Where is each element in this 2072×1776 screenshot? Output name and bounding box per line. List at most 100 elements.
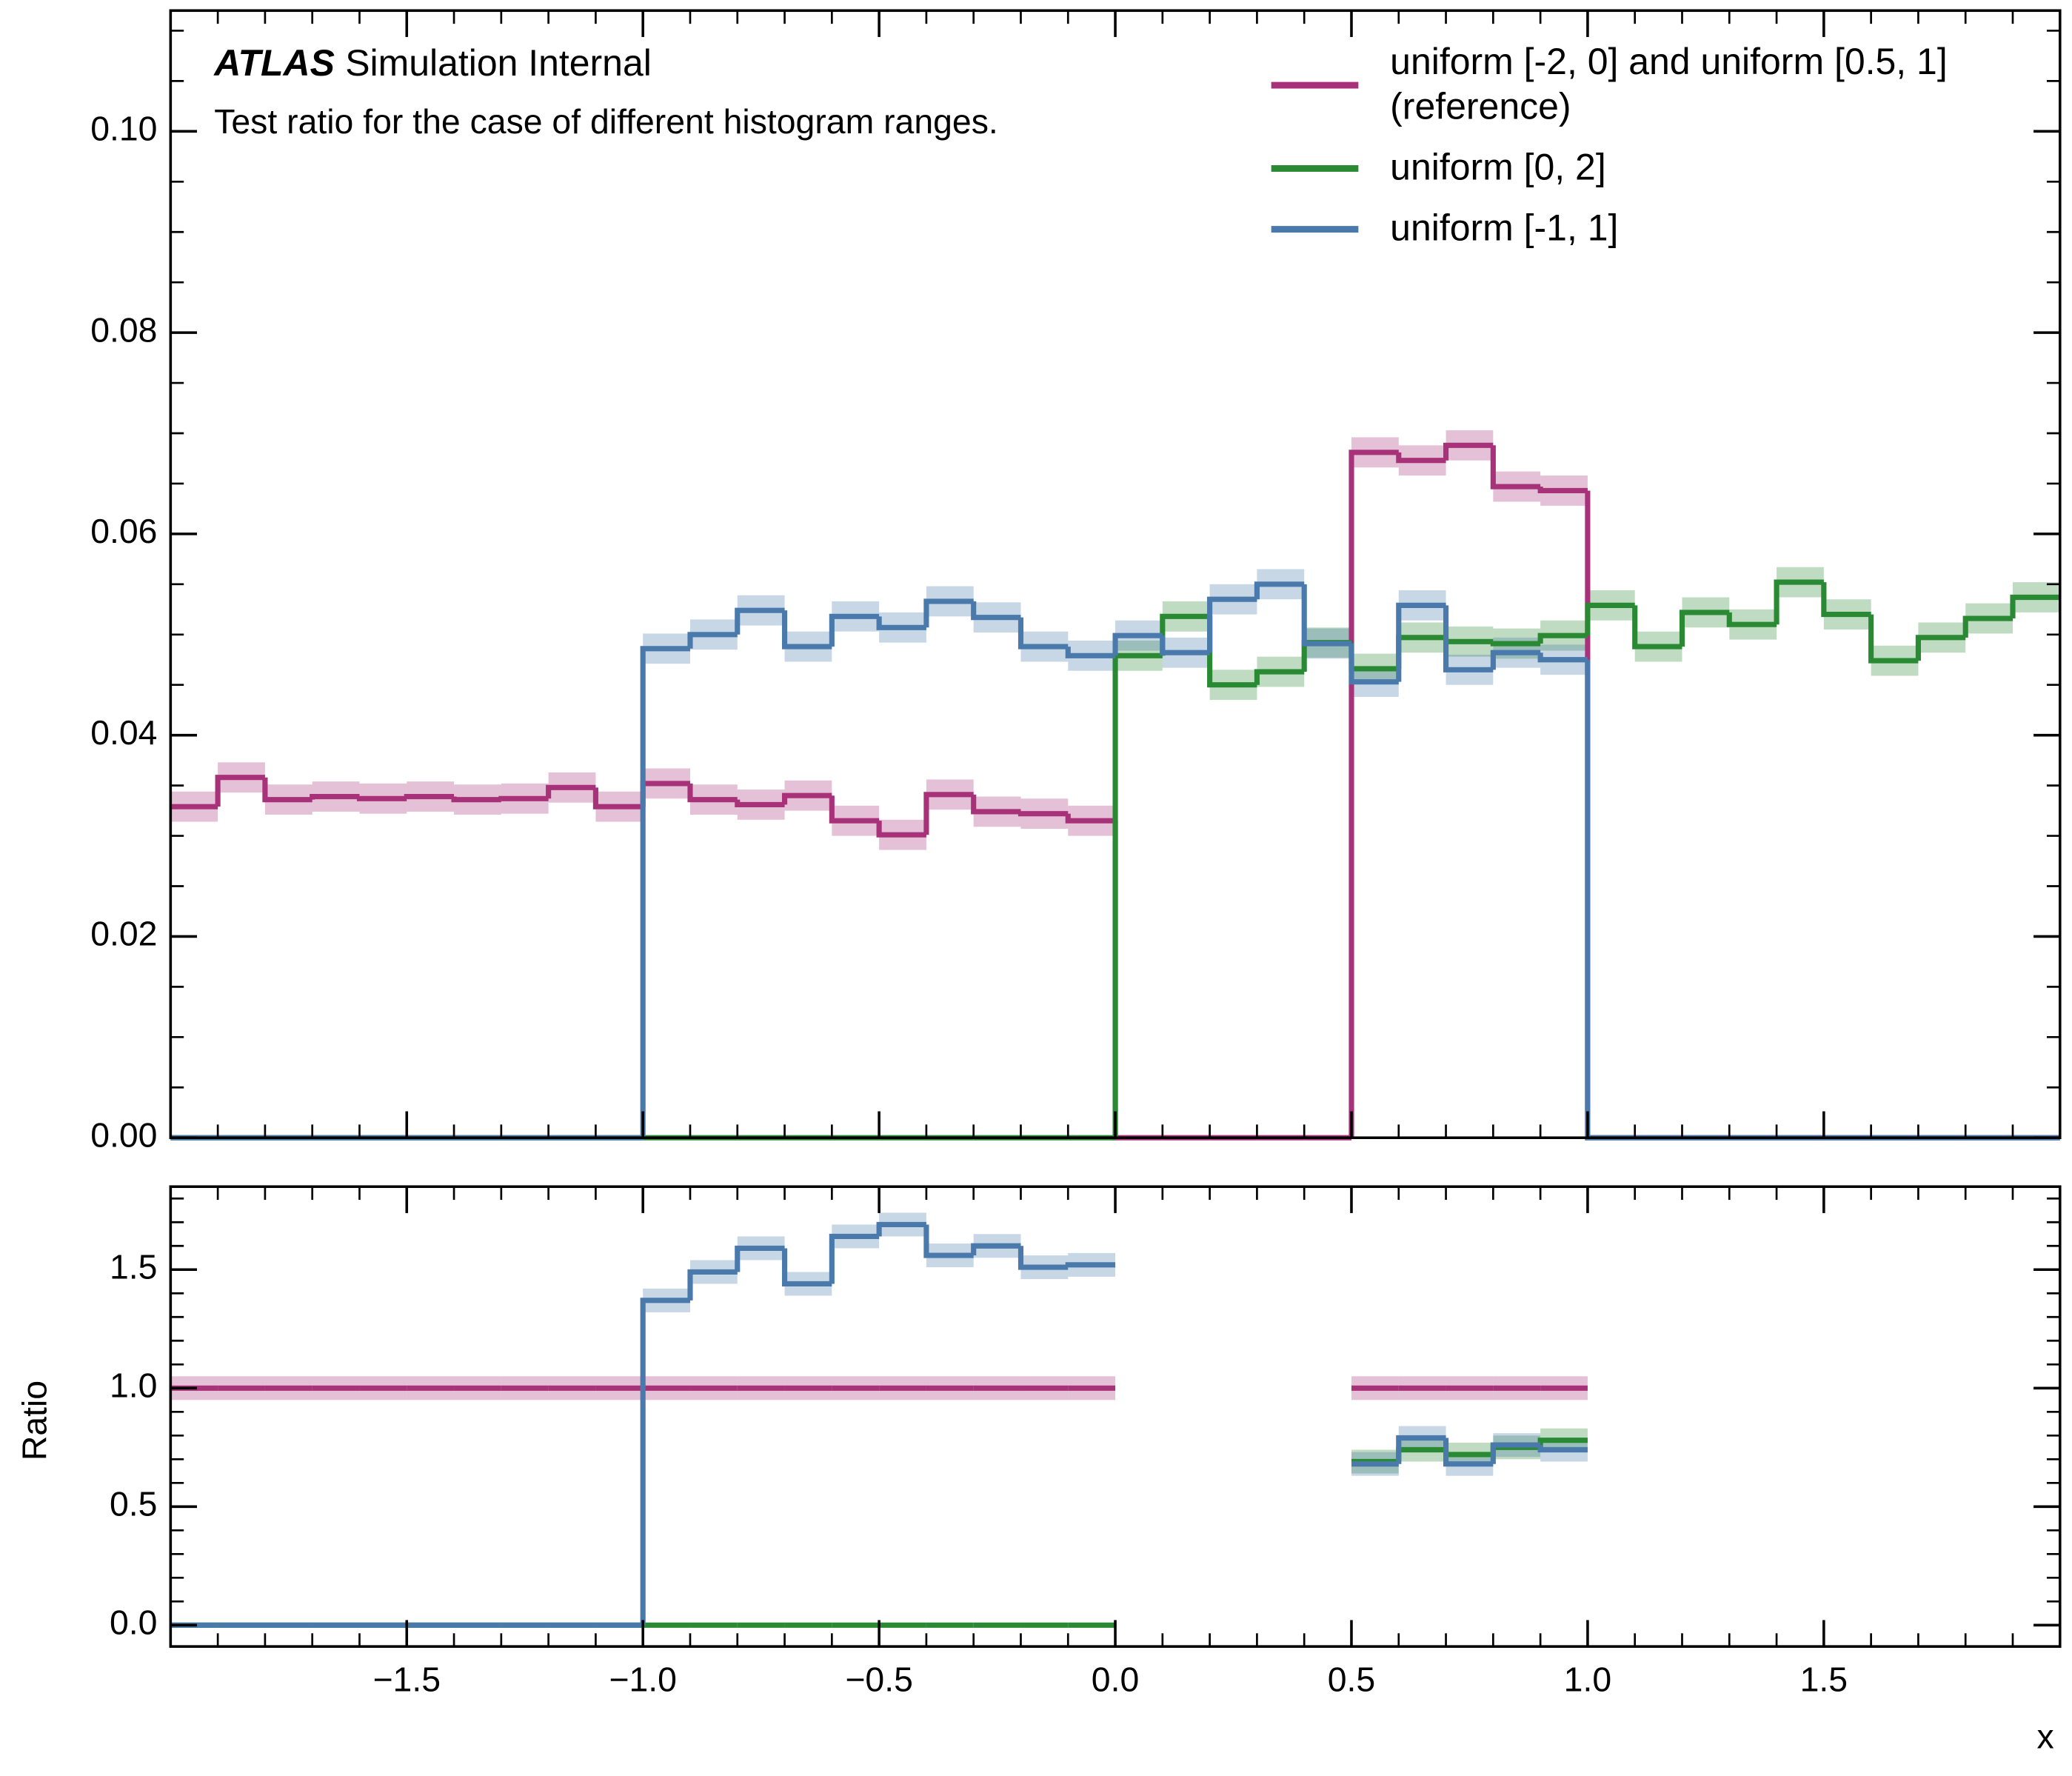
step-segment: [1065, 813, 1116, 824]
step-segment: [1017, 617, 1069, 650]
y-tick-label: 0.00: [90, 1115, 157, 1154]
step-segment: [1396, 1435, 1446, 1464]
step-segment: [735, 607, 785, 635]
x-axis-label: x: [2037, 1717, 2054, 1755]
plot-area: [170, 1212, 1588, 1628]
step-segment: [1443, 1438, 1494, 1467]
step-segment: [1537, 1445, 1588, 1453]
step-segment: [1490, 641, 1541, 647]
step-segment: [1774, 579, 1824, 625]
legend-swatch: [1271, 225, 1359, 233]
step-segment: [1349, 644, 1399, 685]
step-segment: [1065, 647, 1116, 658]
step-segment: [640, 646, 690, 1138]
step-segment: [1017, 1246, 1069, 1270]
step-segment: [1254, 669, 1305, 685]
step-segment: [1490, 1442, 1541, 1464]
legend-entry: uniform [0, 2]: [1271, 145, 2065, 190]
x-tick-label: 1.5: [1800, 1660, 1848, 1699]
step-segment: [1632, 605, 1682, 650]
legend-swatch: [1271, 164, 1359, 172]
step-segment: [687, 783, 738, 803]
step-segment: [1443, 442, 1494, 461]
step-segment: [640, 1298, 690, 1626]
step-segment: [1868, 614, 1919, 664]
x-tick-label: −0.5: [845, 1660, 913, 1699]
y-axis-label: Ratio: [15, 1381, 53, 1460]
step-segment: [546, 784, 596, 799]
x-tick-label: 1.0: [1564, 1660, 1611, 1699]
step-segment: [1915, 635, 1966, 661]
step-segment: [1726, 612, 1777, 627]
legend: uniform [-2, 0] and uniform [0.5, 1] (re…: [1271, 40, 2065, 251]
legend-box: uniform [-2, 0] and uniform [0.5, 1] (re…: [1271, 40, 2065, 251]
legend-label: uniform [-2, 0] and uniform [0.5, 1] (re…: [1390, 41, 1948, 127]
step-segment: [876, 616, 926, 630]
step-segment: [876, 821, 926, 838]
step-segment: [262, 777, 313, 803]
step-segment: [1207, 596, 1257, 653]
step-segment: [592, 787, 644, 809]
y-tick-label: 0.5: [110, 1485, 157, 1523]
step-segment: [356, 795, 407, 801]
step-segment: [687, 632, 738, 649]
step-segment: [923, 598, 974, 628]
step-segment: [1160, 635, 1210, 655]
legend-entry: uniform [-2, 0] and uniform [0.5, 1] (re…: [1271, 40, 2065, 130]
step-segment: [310, 793, 360, 800]
step-segment: [498, 795, 549, 801]
step-segment: [1065, 1262, 1116, 1268]
step-segment: [1396, 602, 1446, 682]
annotation: ATLAS Simulation Internal: [213, 42, 652, 84]
step-segment: [781, 1248, 832, 1287]
step-segment: [876, 1221, 926, 1237]
legend-entry: uniform [-1, 1]: [1271, 206, 2065, 251]
legend-label: uniform [0, 2]: [1390, 147, 1606, 188]
step-segment: [1537, 652, 1588, 663]
plot-area: [170, 430, 2060, 1141]
y-tick-label: 0.02: [90, 915, 157, 953]
step-segment: [451, 796, 501, 803]
step-segment: [1537, 487, 1588, 494]
step-segment: [781, 792, 832, 805]
step-segment: [1490, 445, 1541, 490]
step-segment: [1349, 450, 1399, 1138]
step-segment: [829, 613, 880, 647]
legend-label: uniform [-1, 1]: [1390, 207, 1619, 249]
step-segment: [829, 795, 880, 824]
step-segment: [1537, 632, 1588, 644]
y-tick-label: 1.0: [110, 1366, 157, 1405]
step-segment: [1112, 821, 1163, 1141]
step-segment: [1585, 490, 1635, 1141]
step-segment: [215, 775, 265, 807]
step-segment: [1821, 582, 1871, 618]
step-segment: [2010, 594, 2060, 619]
label: Simulation Internal: [345, 42, 652, 84]
step-segment: [687, 1269, 738, 1301]
step-segment: [781, 610, 832, 650]
step-segment: [1112, 632, 1163, 656]
step-segment: [1301, 584, 1351, 647]
step-segment: [1396, 452, 1446, 464]
step-segment: [1443, 605, 1494, 672]
step-segment: [1962, 615, 2013, 638]
y-tick-label: 0.06: [90, 512, 157, 550]
experiment: ATLAS: [213, 42, 335, 84]
step-segment: [735, 799, 785, 807]
step-segment: [735, 1245, 785, 1272]
y-tick-label: 0.04: [90, 713, 157, 752]
y-tick-label: 1.5: [110, 1248, 157, 1286]
step-segment: [971, 1243, 1021, 1256]
step-segment: [829, 1233, 880, 1284]
legend-swatch: [1271, 81, 1359, 88]
step-segment: [1017, 811, 1069, 817]
y-tick-label: 0.0: [110, 1603, 157, 1642]
axes-frame: [169, 1185, 2062, 1648]
x-tick-label: −1.0: [609, 1660, 677, 1699]
step-segment: [923, 1224, 974, 1258]
x-tick-label: 0.5: [1328, 1660, 1375, 1699]
step-segment: [1585, 602, 1635, 636]
y-tick-label: 0.08: [90, 310, 157, 349]
